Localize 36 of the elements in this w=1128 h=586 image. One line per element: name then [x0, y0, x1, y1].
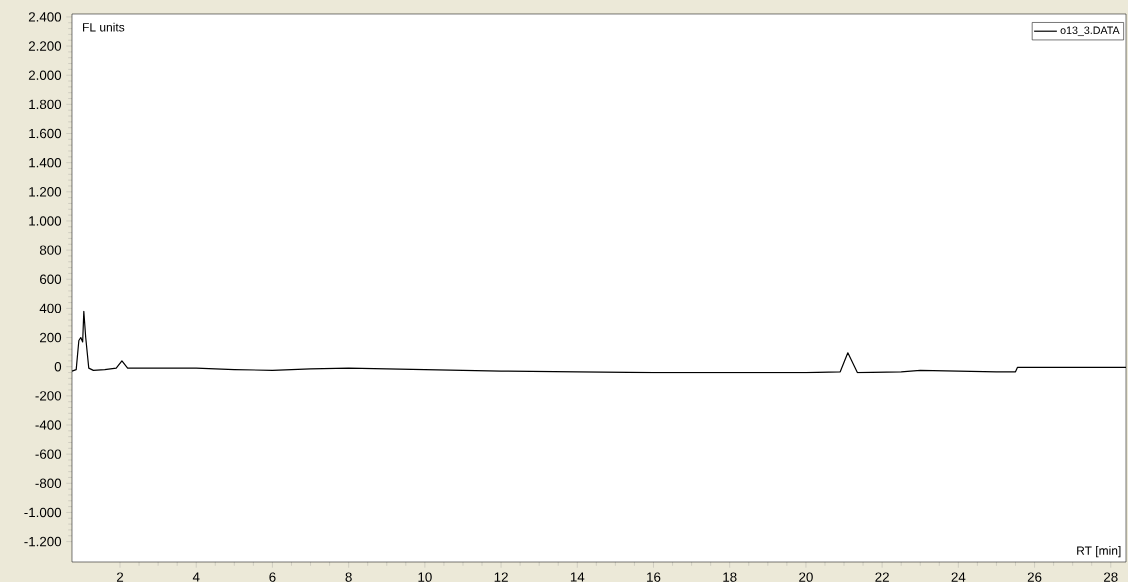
- x-tick-label: 22: [875, 572, 889, 582]
- x-tick-label: 18: [723, 572, 737, 582]
- x-tick-label: 6: [269, 572, 276, 582]
- x-tick-label: 4: [192, 572, 200, 582]
- x-tick-label: 12: [494, 572, 508, 582]
- y-axis-title: FL units: [83, 22, 125, 32]
- y-tick-label: -200: [35, 390, 62, 401]
- x-tick-label: 10: [418, 572, 432, 582]
- y-tick-label: 2.400: [28, 12, 62, 22]
- legend-label: o13_3.DATA: [1060, 26, 1120, 36]
- y-tick-label: 1.200: [29, 186, 62, 197]
- y-tick-label: 2.000: [28, 70, 62, 80]
- x-axis-title: RT [min]: [1077, 545, 1121, 558]
- y-tick-label: -400: [35, 420, 62, 430]
- x-tick-label: 28: [1104, 572, 1118, 582]
- x-tick-label: 26: [1027, 572, 1042, 582]
- y-tick-label: 400: [39, 303, 62, 313]
- y-tick-label: -1.000: [24, 507, 62, 518]
- x-tick-label: 24: [951, 572, 966, 582]
- y-tick-label: 1.000: [29, 216, 62, 226]
- y-tick-label: 800: [39, 245, 62, 255]
- x-tick-label: 16: [647, 572, 661, 582]
- y-tick-label: 200: [40, 332, 62, 343]
- y-tick-label: -600: [35, 449, 62, 459]
- y-tick-label: 2.200: [28, 41, 62, 51]
- y-tick-label: -1.200: [24, 536, 62, 547]
- y-tick-label: 0: [54, 361, 62, 372]
- x-tick-label: 14: [570, 572, 585, 582]
- y-tick-label: -800: [35, 478, 62, 488]
- x-tick-label: 8: [345, 572, 352, 582]
- x-tick-label: 20: [799, 572, 813, 582]
- x-tick-label: 2: [116, 572, 124, 582]
- y-tick-label: 1.400: [29, 157, 62, 168]
- y-tick-label: 1.800: [29, 99, 62, 109]
- y-tick-label: 1.600: [29, 128, 62, 139]
- y-tick-label: 600: [40, 274, 62, 284]
